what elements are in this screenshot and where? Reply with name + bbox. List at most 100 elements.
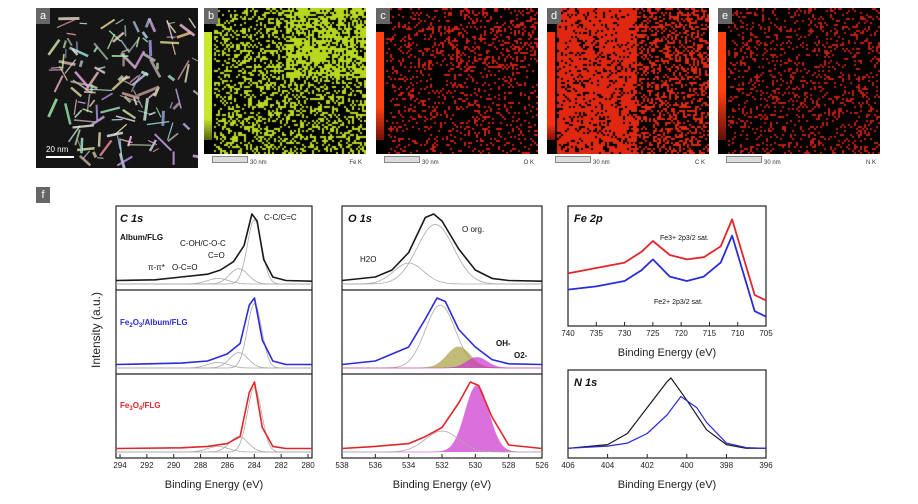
annot-cc: C-C/C=C — [264, 213, 297, 222]
nanoparticle-strand — [93, 42, 109, 61]
nanoparticle-strand — [148, 40, 153, 57]
nanoparticle-strand — [70, 86, 83, 98]
nanoparticle-strand — [149, 58, 162, 78]
nanoparticle-strand — [71, 48, 79, 56]
nanoparticle-strand — [192, 154, 198, 159]
x-tick-label: 538 — [335, 461, 349, 470]
nanoparticle-strand — [192, 89, 198, 96]
panel-label-b: b — [204, 8, 218, 24]
fe2p-spectrum — [567, 234, 767, 318]
nanoparticle-strand — [58, 65, 68, 81]
nanoparticle-strand — [166, 122, 174, 141]
x-tick-label: 282 — [274, 461, 288, 470]
nanoparticle-strand — [74, 109, 83, 119]
x-tick-label: 740 — [561, 329, 575, 338]
nanoparticle-strand — [135, 36, 140, 48]
sample-label-fe3o4-flg: Fe3O4/FLG — [120, 401, 160, 412]
nanoparticle-strand — [100, 18, 116, 30]
x-tick-label: 530 — [469, 461, 483, 470]
nanoparticle-strand — [66, 32, 76, 36]
fit-peak — [116, 352, 312, 369]
nanoparticle-strand — [147, 139, 158, 146]
nanoparticle-strand — [176, 31, 192, 39]
scale-bar-label: 30 nm — [764, 160, 781, 166]
element-label: C K — [694, 160, 705, 166]
nanoparticle-strand — [64, 103, 72, 125]
fe2p-spectrum — [567, 218, 767, 302]
nanoparticle-strand — [188, 17, 197, 29]
panel-label-e: e — [718, 8, 732, 24]
nanoparticle-strand — [184, 63, 190, 83]
annot-coh: C-OH/C-O-C — [180, 239, 226, 248]
scale-bar — [726, 156, 762, 163]
fit-peak — [342, 430, 542, 453]
x-tick-label: 284 — [248, 461, 262, 470]
nanoparticle-strand — [148, 111, 156, 116]
nanoparticle-strand — [118, 153, 126, 168]
nanoparticle-strand — [179, 23, 196, 37]
nanoparticle-strand — [77, 101, 86, 104]
nanoparticle-strand — [166, 20, 174, 40]
x-tick-label: 280 — [301, 461, 315, 470]
annot-fe3: Fe3+ 2p3/2 sat. — [660, 235, 709, 242]
nanoparticle-strand — [66, 37, 73, 47]
nanoparticle-strand — [116, 155, 133, 167]
nanoparticle-strand — [160, 41, 180, 45]
nanoparticle-strand — [169, 101, 173, 109]
nanoparticle-strand — [172, 102, 181, 111]
nanoparticle-strand — [168, 21, 176, 25]
sample-label-fe2o3-album-flg: Fe2O3/Album/FLG — [120, 318, 188, 329]
colorbar — [718, 32, 726, 140]
nanoparticle-strand — [100, 106, 121, 114]
panel-label-f: f — [36, 187, 50, 203]
annot-h2o: H2O — [360, 255, 376, 264]
fit-peak — [116, 446, 312, 453]
nanoparticle-strand — [161, 110, 165, 126]
fit-peak — [116, 278, 312, 285]
nanoparticle-strand — [72, 124, 94, 129]
c1s-spectrum — [115, 381, 312, 450]
n1s-x-label: Binding Energy (eV) — [618, 479, 716, 491]
nanoparticle-strand — [106, 131, 124, 138]
nanoparticle-strand — [127, 135, 133, 147]
nanoparticle-strand — [137, 85, 160, 97]
o2-peak — [342, 357, 542, 369]
n1s-frame — [567, 369, 767, 459]
nanoparticle-strand — [117, 75, 124, 82]
fe2p-title: Fe 2p — [574, 213, 603, 225]
nanoparticle-strand — [171, 42, 177, 55]
n-map-canvas — [718, 8, 880, 154]
annot-fe2: Fe2+ 2p3/2 sat. — [654, 299, 703, 306]
oh-peak — [342, 346, 542, 369]
nanoparticle-strand — [83, 90, 96, 94]
x-tick-label: 730 — [618, 329, 632, 338]
o2-peak — [342, 385, 542, 453]
c1s-title: C 1s — [120, 213, 143, 225]
x-tick-label: 710 — [731, 329, 745, 338]
x-tick-label: 286 — [221, 461, 235, 470]
x-tick-label: 406 — [561, 461, 575, 470]
nanoparticle-strand — [142, 37, 149, 43]
fit-peak — [116, 436, 312, 453]
fe-map-canvas — [204, 8, 366, 154]
nanoparticle-strand — [47, 38, 61, 56]
nanoparticle-strand — [147, 17, 157, 33]
tem-texture — [36, 8, 198, 168]
nanoparticle-strand — [142, 52, 156, 63]
nanoparticle-strand — [155, 107, 162, 118]
map-footer: 30 nm C K — [547, 154, 709, 168]
x-tick-label: 536 — [369, 461, 383, 470]
fe2p-chart: Fe 2p Fe3+ 2p3/2 sat. Fe2+ 2p3/2 sat. 74… — [561, 205, 773, 359]
fit-peak — [116, 362, 312, 369]
nanoparticle-strand — [143, 97, 150, 121]
sample-label-album-flg: Album/FLG — [120, 233, 163, 242]
colorbar — [376, 32, 384, 140]
nanoparticle-strand — [64, 59, 77, 74]
nanoparticle-strand — [56, 19, 75, 29]
x-tick-label: 292 — [140, 461, 154, 470]
x-tick-label: 294 — [113, 461, 127, 470]
colorbar — [547, 32, 555, 140]
annot-o2: O2- — [514, 351, 528, 360]
nanoparticle-strand — [90, 84, 98, 90]
nanoparticle-strand — [146, 120, 170, 126]
